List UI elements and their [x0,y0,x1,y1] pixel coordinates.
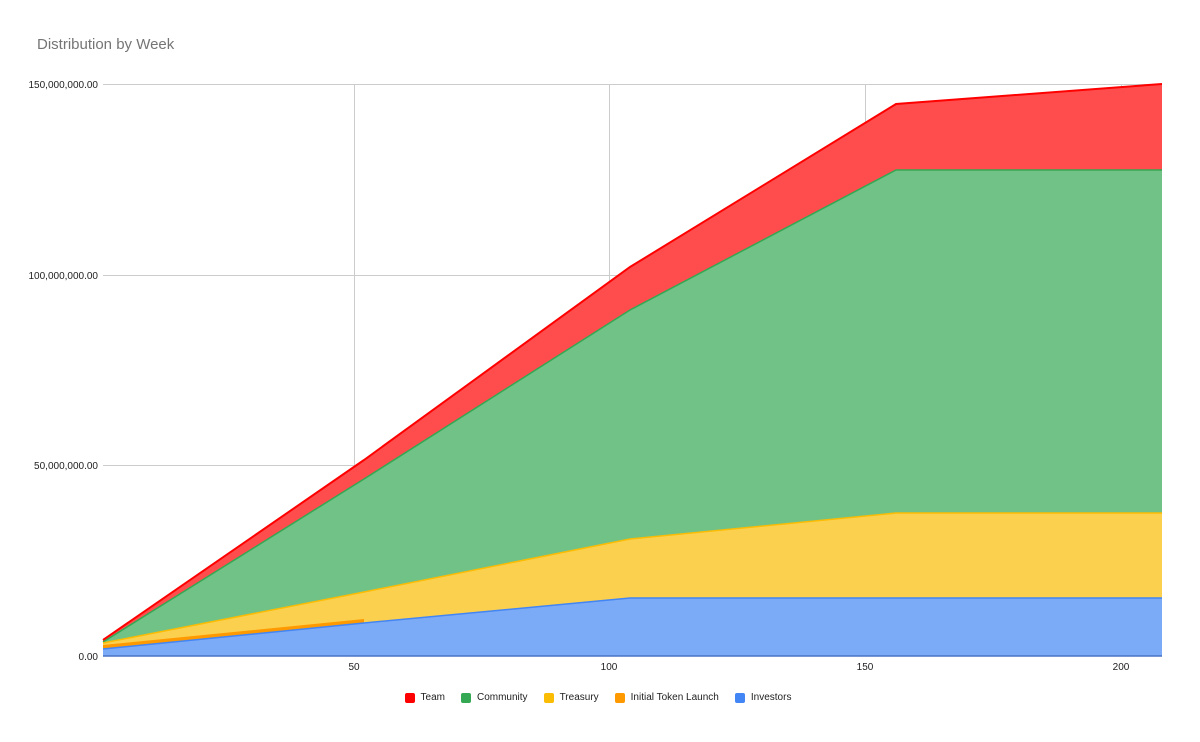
legend-item-community[interactable]: Community [460,692,528,703]
legend-label: Community [476,692,528,703]
x-tick-label: 200 [1113,662,1130,673]
legend-swatch-icon [734,692,745,703]
y-tick-label: 150,000,000.00 [28,80,98,91]
x-tick-label: 50 [348,662,360,673]
legend-swatch-icon [404,692,415,703]
legend-label: Team [420,692,445,703]
chart-title: Distribution by Week [37,36,175,53]
legend-item-treasury[interactable]: Treasury [543,692,599,703]
series-community-area [102,169,1162,643]
legend-label: Initial Token Launch [630,692,719,703]
x-axis-labels: 50 100 150 200 [348,662,1129,673]
legend-swatch-icon [614,692,625,703]
series-treasury-area [102,512,1162,649]
legend-label: Investors [750,692,792,703]
x-tick-label: 150 [857,662,874,673]
y-tick-label: 0.00 [79,652,99,663]
y-tick-label: 50,000,000.00 [34,461,98,472]
y-axis-labels: 150,000,000.00 100,000,000.00 50,000,000… [28,80,98,663]
chart-legend: Team Community Treasury Initial Token La… [0,692,1200,703]
x-tick-label: 100 [601,662,618,673]
y-tick-label: 100,000,000.00 [28,271,98,282]
legend-label: Treasury [559,692,599,703]
legend-swatch-icon [543,692,554,703]
legend-item-team[interactable]: Team [404,692,445,703]
series-investors-area [102,597,1162,656]
series-initial-token-launch-area [103,619,364,649]
legend-item-investors[interactable]: Investors [734,692,792,703]
legend-item-initial-token-launch[interactable]: Initial Token Launch [614,692,719,703]
legend-swatch-icon [460,692,471,703]
series-team-area [102,83,1163,642]
